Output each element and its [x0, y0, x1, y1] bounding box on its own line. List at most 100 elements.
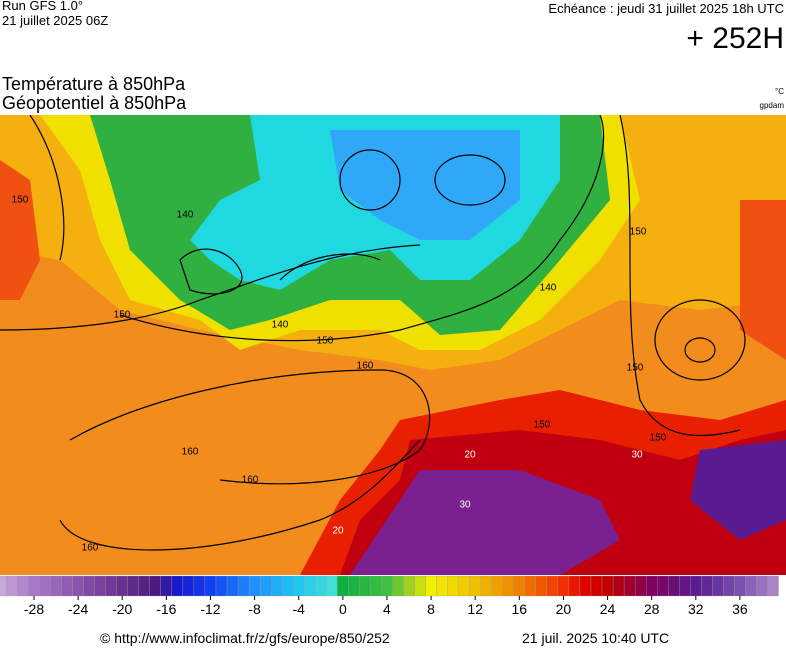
colorbar-swatch [601, 575, 614, 597]
contour-label: 150 [534, 420, 551, 431]
contour-label: 160 [357, 361, 374, 372]
contour-label: 150 [627, 363, 644, 374]
colorbar-swatch [590, 575, 603, 597]
colorbar-swatch [734, 575, 746, 597]
source-url: © http://www.infoclimat.fr/z/gfs/europe/… [100, 630, 390, 646]
colorbar-swatch [557, 575, 570, 597]
colorbar-swatch [524, 575, 537, 597]
contour-label: 140 [272, 320, 289, 331]
colorbar-swatch [392, 575, 404, 597]
colorbar-swatch [723, 575, 735, 597]
colorbar-swatch [282, 575, 294, 597]
contour-label: 30 [459, 500, 471, 511]
colorbar-swatch [215, 575, 228, 597]
colorbar-tick-label: -16 [156, 601, 176, 617]
colorbar-tick-label: -12 [200, 601, 220, 617]
colorbar-swatch [83, 575, 95, 597]
colorbar-swatch [568, 575, 581, 597]
colorbar-swatch [513, 575, 525, 597]
colorbar-swatch [326, 575, 338, 597]
colorbar-swatch [634, 575, 647, 597]
colorbar-swatch [127, 575, 139, 597]
contour-label: 160 [242, 475, 259, 486]
colorbar-swatch [17, 575, 29, 597]
contour-label: 140 [177, 210, 194, 221]
colorbar-swatch [646, 575, 658, 597]
timestamp: 21 juil. 2025 10:40 UTC [522, 630, 669, 646]
title-geopotential: Géopotentiel à 850hPa [2, 93, 187, 113]
colorbar-swatch [116, 575, 128, 597]
colorbar-tick-label: 28 [644, 601, 660, 617]
contour-label: 30 [631, 450, 643, 461]
colorbar-swatch [94, 575, 106, 597]
run-date: 21 juillet 2025 06Z [2, 13, 108, 28]
contour-label: 140 [540, 283, 557, 294]
colorbar-swatch [348, 575, 360, 597]
colorbar-swatch [381, 575, 393, 597]
colorbar-swatch [370, 575, 382, 597]
colorbar-swatch [612, 575, 625, 597]
colorbar-swatch [72, 575, 84, 597]
colorbar-swatch [226, 575, 239, 597]
contour-label: 150 [114, 310, 131, 321]
colorbar-tick-label: 20 [556, 601, 572, 617]
contour-label: 20 [332, 526, 344, 537]
colorbar-swatch [337, 575, 349, 597]
colorbar-swatch [712, 575, 724, 597]
colorbar-swatch [6, 575, 18, 597]
unit-temperature: °C [775, 87, 784, 96]
colorbar-swatch [447, 575, 459, 597]
colorbar-tick-label: 12 [467, 601, 483, 617]
colorbar-swatch [436, 575, 448, 597]
colorbar-tick-label: 24 [600, 601, 616, 617]
map: 150 140 150 140 150 160 160 160 160 150 140 150 150 1… [0, 115, 786, 575]
colorbar-swatch [756, 575, 768, 597]
colorbar-swatch [304, 575, 316, 597]
lead-time: + 252H [686, 22, 784, 55]
colorbar-swatch [293, 575, 305, 597]
colorbar-tick-label: 8 [427, 601, 435, 617]
run-label: Run GFS 1.0° [2, 0, 83, 13]
colorbar-tick-label: -20 [112, 601, 132, 617]
colorbar-swatch [668, 575, 680, 597]
colorbar-tick-label: -8 [248, 601, 261, 617]
colorbar-swatch [359, 575, 371, 597]
contour-label: 150 [650, 433, 667, 444]
contour-labels: 150 140 150 140 150 160 160 160 160 150 140 150 150 1… [12, 195, 667, 554]
colorbar-swatch [248, 575, 261, 597]
colorbar-swatch [425, 575, 437, 597]
colorbar-swatch [745, 575, 757, 597]
colorbar-swatch [171, 575, 184, 597]
colorbar-swatch [491, 575, 503, 597]
colorbar-tick-label: 16 [512, 601, 528, 617]
colorbar-swatch [39, 575, 51, 597]
colorbar-swatch [546, 575, 559, 597]
colorbar-swatch [0, 575, 7, 597]
colorbar-swatch [579, 575, 592, 597]
colorbar-swatch [315, 575, 327, 597]
colorbar-swatch [259, 575, 272, 597]
colorbar-swatch [149, 575, 161, 597]
colorbar-swatch [270, 575, 283, 597]
colorbar-swatch [61, 575, 73, 597]
colorbar-swatch [414, 575, 426, 597]
colorbar-swatch [50, 575, 62, 597]
contour-label: 150 [630, 227, 647, 238]
colorbar-swatch [701, 575, 713, 597]
unit-geopotential: gpdam [760, 101, 785, 110]
colorbar-swatch [160, 575, 173, 597]
colorbar-swatch [502, 575, 514, 597]
colorbar-tick-label: 4 [383, 601, 391, 617]
contour-label: 150 [317, 336, 334, 347]
contour-label: 160 [182, 447, 199, 458]
title-temperature: Température à 850hPa [2, 74, 186, 94]
echeance: Echéance : jeudi 31 juillet 2025 18h UTC [548, 1, 784, 16]
colorbar-swatch [182, 575, 195, 597]
colorbar-tick-label: -4 [292, 601, 305, 617]
colorbar-tick-label: 36 [732, 601, 748, 617]
contour-label: 150 [12, 195, 29, 206]
colorbar-swatch [138, 575, 150, 597]
colorbar-tick-label: -28 [24, 601, 44, 617]
colorbar-swatch [204, 575, 217, 597]
